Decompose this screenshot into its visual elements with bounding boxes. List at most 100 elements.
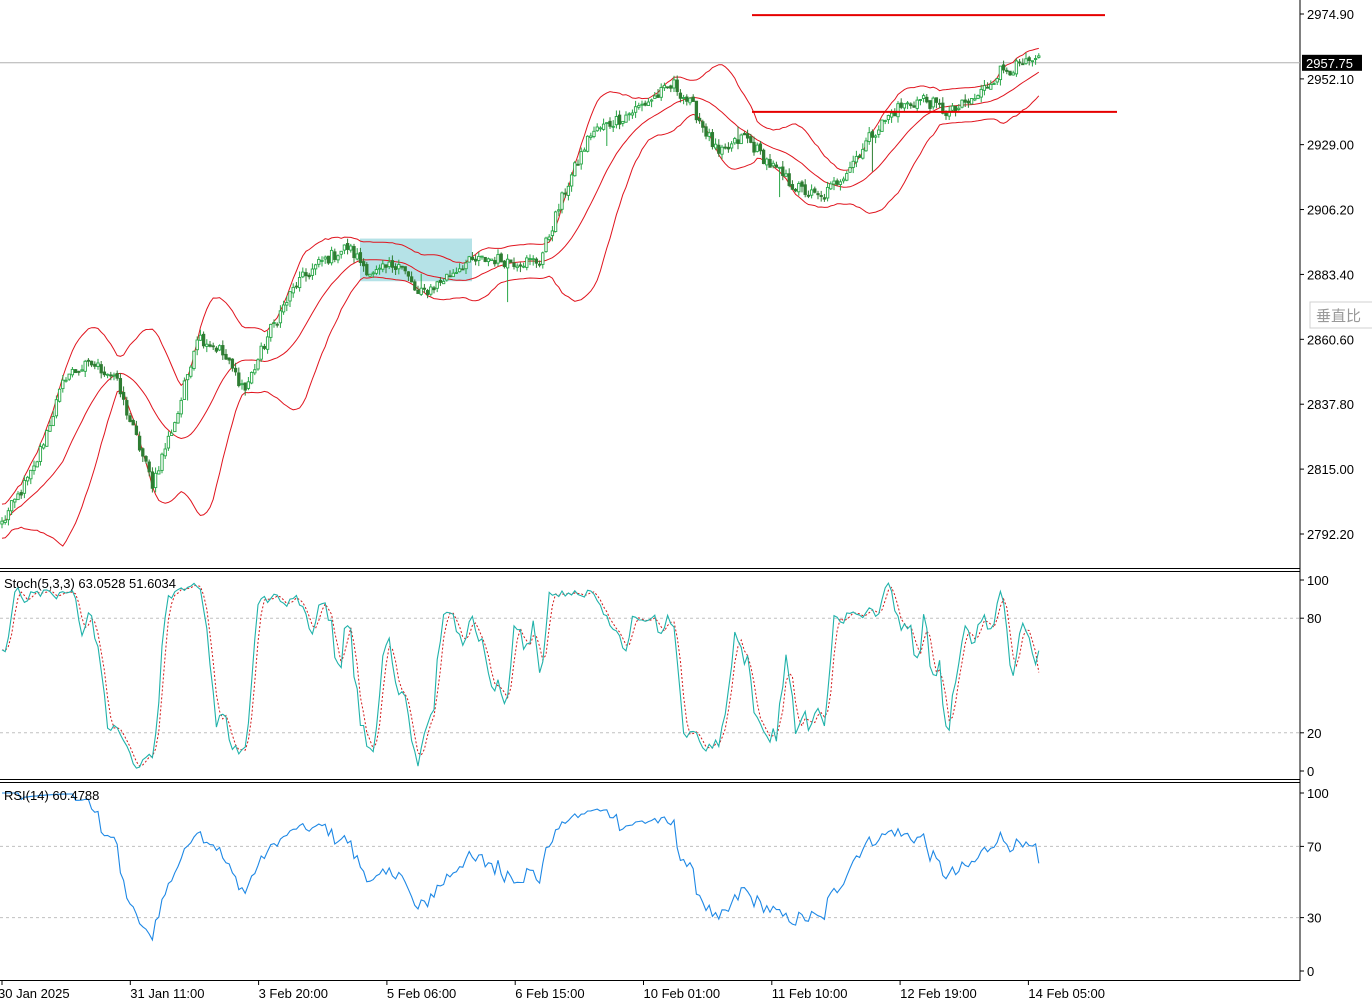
price-tick-label: 2929.00 xyxy=(1307,138,1354,153)
candle xyxy=(387,257,391,270)
candle-body-bear xyxy=(749,136,753,143)
candle-body-bull xyxy=(614,116,619,126)
candle xyxy=(713,138,718,151)
candle-body-bear xyxy=(925,96,929,103)
candle xyxy=(208,341,212,348)
candle-body-bear xyxy=(438,279,443,283)
candle xyxy=(211,342,215,350)
candle xyxy=(512,257,516,270)
candle-body-bull xyxy=(918,99,923,101)
candle-body-bull xyxy=(707,132,711,137)
stochastic-panel: Stoch(5,3,3) 63.0528 51.6034 100 80 20 0 xyxy=(0,573,1329,779)
candle-body-bear xyxy=(230,358,235,369)
candle xyxy=(32,460,36,475)
candle xyxy=(73,369,78,374)
candle-body-bull xyxy=(809,189,814,196)
candle xyxy=(995,78,999,85)
candle-body-bull xyxy=(553,211,558,232)
candle xyxy=(518,262,523,273)
candle-body-bear xyxy=(966,100,971,104)
time-tick-label: 30 Jan 2025 xyxy=(0,986,70,1001)
candle xyxy=(1027,55,1031,66)
stochastic-tick-label: 100 xyxy=(1307,573,1329,588)
candle-body-bull xyxy=(528,258,532,261)
candle xyxy=(937,98,942,109)
candle-body-bear xyxy=(403,266,407,272)
candle xyxy=(985,82,990,89)
candle xyxy=(877,125,881,138)
candle-body-bear xyxy=(813,188,817,193)
candle xyxy=(742,131,747,136)
candle xyxy=(422,284,427,293)
candle-body-bear xyxy=(793,188,798,192)
candle-body-bear xyxy=(953,105,958,112)
candle xyxy=(694,100,699,124)
candle-body-bull xyxy=(445,273,449,281)
candle xyxy=(857,153,862,158)
candle-body-bull xyxy=(998,65,1003,81)
candle-body-bull xyxy=(281,304,286,313)
candle xyxy=(531,255,535,266)
candle xyxy=(89,360,94,368)
candle xyxy=(269,323,273,342)
candle xyxy=(272,319,276,328)
candle-body-bull xyxy=(377,267,382,270)
candle xyxy=(285,296,289,312)
candle-body-bear xyxy=(221,345,225,356)
candle-body-bull xyxy=(861,148,865,159)
candle-body-bull xyxy=(355,253,359,260)
candle xyxy=(86,358,91,367)
candle-body-bear xyxy=(691,96,695,102)
candle-body-bull xyxy=(297,277,302,289)
candle xyxy=(416,285,420,294)
candle xyxy=(400,265,404,270)
candle xyxy=(297,271,302,292)
candle-body-bull xyxy=(1030,60,1035,63)
candle-body-bear xyxy=(493,260,497,265)
candle xyxy=(278,305,283,328)
time-tick-label: 14 Feb 05:00 xyxy=(1028,986,1105,1001)
candle xyxy=(691,94,695,102)
candle-body-bull xyxy=(441,280,446,285)
time-tick-label: 12 Feb 19:00 xyxy=(900,986,977,1001)
candle-body-bear xyxy=(345,243,350,250)
candle-body-bear xyxy=(121,391,126,400)
candle xyxy=(649,98,654,108)
candle xyxy=(845,170,849,182)
candle-body-bear xyxy=(73,369,78,374)
candle xyxy=(413,279,417,291)
candle xyxy=(473,254,478,266)
candle xyxy=(637,102,641,110)
candle xyxy=(182,377,187,400)
candle-body-bull xyxy=(589,135,593,139)
candle xyxy=(179,397,183,418)
candle xyxy=(534,257,539,268)
candle xyxy=(688,97,692,106)
candle-body-bull xyxy=(67,373,71,380)
candle xyxy=(611,120,615,132)
candle-body-bear xyxy=(89,360,94,366)
candle xyxy=(515,263,519,272)
candle-body-bull xyxy=(454,271,459,274)
candle-body-bull xyxy=(35,461,39,468)
candle xyxy=(553,210,558,233)
candle-body-bear xyxy=(118,378,123,395)
candle-body-bull xyxy=(477,255,481,261)
candle-body-bull xyxy=(848,167,852,173)
candle-body-bear xyxy=(128,415,132,422)
candle xyxy=(291,283,295,298)
candle xyxy=(48,420,52,432)
stochastic-label: Stoch(5,3,3) 63.0528 51.6034 xyxy=(4,576,176,591)
candle-body-bear xyxy=(409,276,414,283)
rsi-axis: 100 70 30 0 xyxy=(1300,786,1329,979)
candle-body-bear xyxy=(534,258,539,264)
candle xyxy=(861,143,865,160)
candle-body-bull xyxy=(368,273,372,277)
rsi-tick-label: 30 xyxy=(1307,911,1321,926)
candle xyxy=(608,117,612,129)
candle-body-bull xyxy=(153,472,158,489)
candle-body-bear xyxy=(675,79,679,93)
candle xyxy=(627,112,631,121)
candle-body-bull xyxy=(864,140,868,152)
